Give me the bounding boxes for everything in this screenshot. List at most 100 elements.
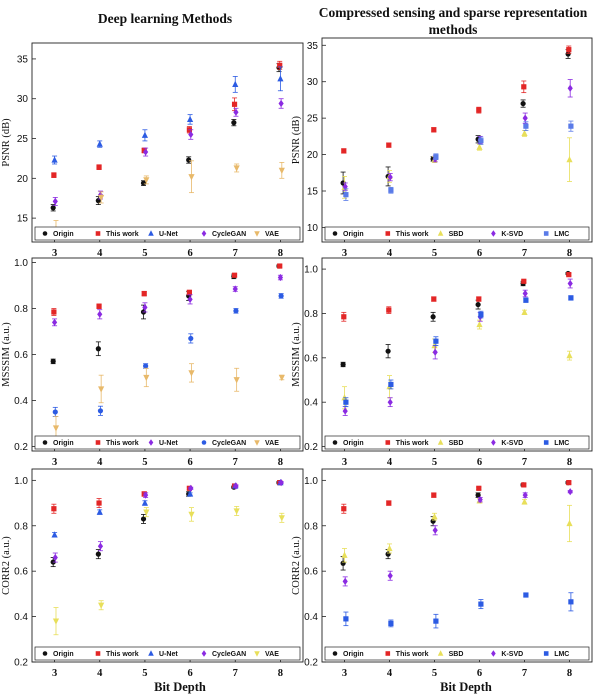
legend-label: This work	[106, 231, 139, 238]
legend-label: Origin	[343, 651, 364, 658]
legend-marker	[42, 440, 48, 445]
psnr-cs-panel: 10 15 20 25 30 35 3 4 5 6 7 8 PSNR (dB) Origin This wo…	[291, 37, 593, 259]
data-point	[341, 551, 348, 558]
x-tick-label: 4	[387, 457, 393, 468]
y-axis-label: PSNR (dB)	[1, 118, 12, 167]
legend-marker	[95, 440, 101, 445]
y-tick-label: 15	[307, 187, 319, 198]
legend-label: LMC	[554, 231, 569, 238]
legend-marker	[385, 440, 391, 445]
legend-label: VAE	[265, 440, 279, 447]
legend-marker	[437, 650, 444, 656]
data-point	[98, 386, 105, 393]
y-tick-label: 0.2	[14, 658, 28, 669]
x-tick-label: 8	[278, 668, 283, 679]
data-point	[97, 408, 104, 414]
plot-frame	[321, 37, 593, 243]
data-point	[277, 75, 284, 82]
legend-label: VAE	[265, 231, 279, 238]
legend-box	[324, 226, 590, 241]
y-tick-label: 15	[17, 214, 29, 225]
legend-marker	[95, 231, 101, 236]
corr2-cs-panel: 0.2 0.4 0.6 0.8 1.0 3 4 5 6 7 8 CORR2 (a.u.) Origin T…	[291, 468, 593, 679]
data-point	[97, 310, 103, 318]
y-axis-label: CORR2 (a.u.)	[291, 536, 302, 595]
data-point	[96, 303, 102, 309]
data-point	[96, 140, 103, 147]
x-tick-label: 8	[567, 457, 572, 468]
legend-marker	[332, 440, 338, 445]
data-point	[431, 296, 437, 302]
y-tick-label: 0.6	[14, 567, 28, 578]
legend-marker	[491, 650, 496, 657]
legend-marker	[148, 230, 154, 236]
data-point	[278, 515, 285, 522]
y-tick-label: 0.2	[304, 658, 318, 669]
y-tick-label: 30	[17, 94, 29, 105]
legend-marker	[95, 651, 101, 656]
data-point	[51, 318, 58, 326]
column-title-deep-learning: Deep learning Methods	[97, 11, 233, 26]
data-point	[433, 154, 439, 160]
data-point	[432, 526, 438, 534]
legend-marker	[254, 651, 260, 657]
data-point	[52, 618, 60, 625]
data-point	[278, 479, 284, 487]
data-point	[51, 156, 58, 163]
data-point	[233, 482, 239, 490]
data-point	[232, 80, 239, 87]
x-tick-label: 8	[278, 248, 283, 259]
x-tick-label: 6	[477, 668, 482, 679]
data-point	[386, 544, 393, 552]
data-point	[566, 519, 573, 527]
data-point	[52, 197, 58, 206]
x-tick-label: 3	[342, 248, 347, 259]
y-axis-label: MSSSIM (a.u.)	[1, 322, 12, 387]
legend-marker	[148, 650, 154, 656]
x-axis-label-left: Bit Depth	[154, 680, 206, 694]
y-tick-label: 10	[307, 223, 319, 234]
legend-label: K-SVD	[501, 651, 523, 658]
data-point	[567, 84, 573, 92]
data-point	[342, 407, 348, 415]
legend-label: This work	[106, 651, 139, 658]
legend-label: SBD	[449, 440, 464, 447]
data-point	[430, 518, 436, 524]
y-tick-label: 0.4	[304, 398, 318, 409]
data-point	[433, 618, 439, 624]
legend-label: This work	[396, 231, 429, 238]
legend-label: This work	[106, 440, 139, 447]
data-point	[430, 314, 436, 320]
y-axis-label: CORR2 (a.u.)	[1, 536, 12, 595]
plot-frame	[321, 468, 593, 663]
legend-marker	[491, 439, 496, 446]
data-point	[386, 500, 392, 506]
x-tick-label: 3	[342, 668, 347, 679]
data-point	[522, 491, 528, 499]
data-point	[521, 84, 527, 90]
data-point	[341, 394, 348, 401]
data-point	[568, 295, 574, 301]
legend-label: CycleGAN	[212, 440, 246, 447]
data-point	[52, 409, 58, 415]
x-tick-label: 4	[97, 248, 103, 259]
plot-frame	[321, 257, 593, 452]
data-point	[523, 592, 529, 598]
y-tick-label: 0.8	[14, 521, 28, 532]
data-point	[188, 370, 195, 377]
x-axis-label-right: Bit Depth	[440, 680, 492, 694]
data-point	[566, 272, 572, 278]
msssim-dl-panel: 0.2 0.4 0.6 0.8 1.0 3 4 5 6 7 8 MSSSIM (a.u.) Origin…	[1, 257, 304, 468]
y-tick-label: 0.6	[14, 350, 28, 361]
data-point	[566, 47, 572, 53]
data-point	[385, 348, 391, 354]
data-point	[188, 174, 195, 181]
data-point	[142, 303, 148, 311]
x-tick-label: 4	[387, 248, 393, 259]
data-point	[521, 498, 528, 505]
data-point	[186, 115, 194, 123]
data-point	[431, 513, 438, 520]
x-tick-label: 5	[142, 248, 147, 259]
data-point	[98, 602, 105, 609]
data-point	[188, 511, 195, 519]
